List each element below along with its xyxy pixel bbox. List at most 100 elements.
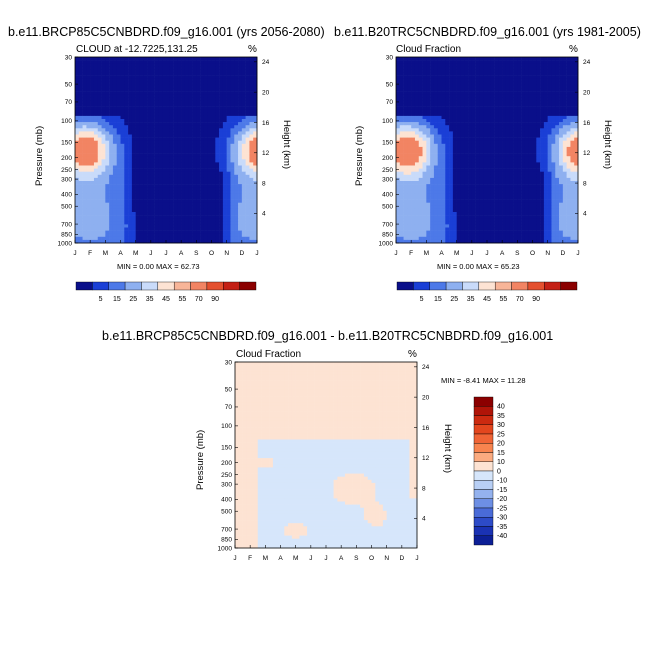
heatmap-cell [166,119,171,123]
heatmap-cell [226,212,231,216]
heatmap-cell [219,236,224,241]
heatmap-cell [441,125,446,129]
heatmap-cell [78,128,83,132]
heatmap-cell [426,78,431,83]
heatmap-cell [200,109,205,114]
heatmap-cell [184,230,190,234]
heatmap-cell [215,143,220,148]
heatmap-cell [173,236,178,241]
heatmap-cell [456,69,461,73]
heatmap-cell [222,218,227,222]
heatmap-cell [555,174,560,179]
heatmap-cell [120,184,125,188]
heatmap-cell [241,94,246,98]
heatmap-cell [78,63,83,67]
heatmap-cell [222,168,227,172]
heatmap-cell [120,156,125,160]
heatmap-cell [162,162,167,166]
heatmap-cell [460,153,465,157]
heatmap-cell [222,143,227,148]
heatmap-cell [162,128,167,132]
heatmap-cell [139,97,144,101]
heatmap-cell [540,171,545,176]
heatmap-cell [566,122,571,126]
heatmap-cell [543,88,548,92]
heatmap-cell [234,174,239,179]
heatmap-cell [215,125,220,129]
heatmap-cell [464,106,469,110]
heatmap-cell [547,66,552,70]
heatmap-cell [93,84,99,89]
heatmap-cell [543,125,548,129]
heatmap-cell [452,88,457,92]
heatmap-cell [101,212,106,216]
heatmap-cell [162,205,167,210]
heatmap-cell [502,60,507,64]
heatmap-cell [219,72,224,76]
heatmap-cell [192,208,197,213]
heatmap-cell [418,94,423,98]
heatmap-cell [154,221,159,225]
heatmap-cell [166,146,171,151]
heatmap-cell [124,125,129,129]
heatmap-cell [86,137,91,141]
heatmap-cell [479,156,484,160]
heatmap-cell [196,81,201,86]
heatmap-cell [414,168,420,172]
heatmap-cell [109,174,114,179]
heatmap-cell [173,69,178,73]
heatmap-cell [562,115,567,120]
heatmap-cell [147,190,152,194]
heatmap-cell [90,193,95,197]
heatmap-cell [105,97,110,101]
heatmap-cell [78,193,83,197]
heatmap-cell [528,134,533,138]
heatmap-cell [430,81,435,86]
heatmap-cell [498,143,503,148]
heatmap-cell [93,100,99,104]
heatmap-cell [196,224,201,228]
heatmap-cell [414,153,420,157]
heatmap-cell [414,75,420,79]
heatmap-cell [226,236,231,241]
heatmap-cell [105,224,110,228]
heatmap-cell [120,115,125,120]
heatmap-cell [441,100,446,104]
heatmap-cell [120,174,125,179]
heatmap-cell [109,140,114,145]
heatmap-cell [403,171,408,176]
heatmap-cell [253,239,258,244]
heatmap-cell [498,181,503,185]
heatmap-cell [411,128,416,132]
heatmap-cell [78,236,83,241]
heatmap-cell [188,84,193,89]
heatmap-cell [249,119,254,123]
heatmap-cell [207,97,212,101]
heatmap-cell [166,143,171,148]
heatmap-cell [407,162,412,166]
heatmap-cell [521,94,526,98]
heatmap-cell [445,57,450,61]
heatmap-cell [253,208,258,213]
heatmap-cell [93,91,99,95]
heatmap-cell [139,122,144,126]
heatmap-cell [226,122,231,126]
heatmap-cell [562,174,567,179]
heatmap-cell [433,168,439,172]
heatmap-cell [249,75,254,79]
heatmap-cell [234,115,239,120]
heatmap-cell [215,131,220,135]
heatmap-cell [166,162,171,166]
heatmap-cell [403,184,408,188]
heatmap-cell [460,122,465,126]
heatmap-cell [555,100,560,104]
heatmap-cell [547,146,552,151]
heatmap-cell [456,78,461,83]
heatmap-cell [551,156,556,160]
heatmap-cell [82,88,87,92]
heatmap-cell [143,187,148,191]
heatmap-cell [188,174,193,179]
heatmap-cell [460,156,465,160]
heatmap-cell [418,128,423,132]
heatmap-cell [479,72,484,76]
